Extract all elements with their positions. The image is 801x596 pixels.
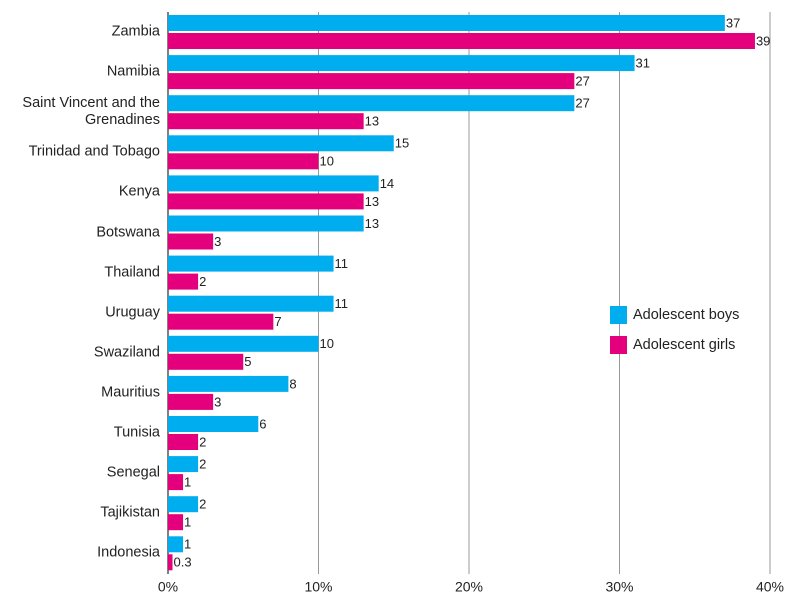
data-label: 39 xyxy=(756,33,770,48)
y-tick-label: Botswana xyxy=(96,224,160,240)
data-label: 27 xyxy=(575,74,589,89)
bar xyxy=(168,175,379,192)
data-label: 10 xyxy=(320,336,334,351)
x-tick-label: 30% xyxy=(605,579,633,595)
bar xyxy=(168,456,199,473)
data-label: 2 xyxy=(199,457,206,472)
legend-label: Adolescent girls xyxy=(633,337,735,353)
y-tick-label: Tunisia xyxy=(113,424,160,441)
data-label: 8 xyxy=(289,376,296,391)
legend-swatch xyxy=(610,306,627,324)
data-label: 11 xyxy=(335,296,349,311)
x-tick-label: 20% xyxy=(455,579,483,595)
bar xyxy=(168,416,259,432)
y-tick-label: Indonesia xyxy=(97,544,160,561)
data-label: 2 xyxy=(199,497,206,512)
y-tick-label: Trinidad and Tobago xyxy=(28,143,160,160)
bar xyxy=(168,353,244,370)
bar xyxy=(168,536,184,553)
data-label: 13 xyxy=(365,194,379,209)
data-label: 15 xyxy=(395,136,409,151)
bar xyxy=(168,514,184,531)
data-label: 13 xyxy=(365,216,379,231)
bar xyxy=(168,393,214,410)
bar xyxy=(168,434,199,450)
data-label: 14 xyxy=(380,176,394,191)
data-label: 7 xyxy=(274,314,281,329)
y-tick-label: Swaziland xyxy=(93,344,160,361)
bar xyxy=(168,335,319,352)
y-tick-label: Thailand xyxy=(104,264,160,281)
bar xyxy=(168,233,214,250)
bar xyxy=(168,113,364,130)
y-tick-label: Namibia xyxy=(106,63,160,80)
bar xyxy=(168,375,289,392)
data-label: 3 xyxy=(214,234,221,249)
data-label: 13 xyxy=(365,114,379,129)
bar xyxy=(168,15,725,31)
y-tick-label: Zambia xyxy=(111,23,160,40)
data-label: 1 xyxy=(184,515,191,530)
data-label: 6 xyxy=(259,416,266,431)
data-label: 11 xyxy=(335,256,349,271)
data-label: 31 xyxy=(636,56,650,71)
x-tick-label: 0% xyxy=(158,579,178,595)
data-label: 10 xyxy=(320,154,334,169)
legend-swatch xyxy=(610,336,627,354)
data-label: 1 xyxy=(184,537,191,552)
y-tick-label: Mauritius xyxy=(101,384,160,401)
data-label: 0.3 xyxy=(174,555,192,570)
bar xyxy=(168,496,199,513)
bar xyxy=(168,73,575,90)
bar xyxy=(168,193,364,210)
data-label: 2 xyxy=(199,434,206,449)
bar xyxy=(168,55,635,72)
y-tick-label: Senegal xyxy=(106,464,160,481)
bar xyxy=(168,33,755,49)
x-tick-label: 40% xyxy=(756,579,784,595)
x-tick-label: 10% xyxy=(304,579,332,595)
data-label: 3 xyxy=(214,394,221,409)
bar xyxy=(168,313,274,330)
bar xyxy=(168,135,394,152)
data-label: 37 xyxy=(726,15,740,30)
data-label: 2 xyxy=(199,274,206,289)
bar xyxy=(168,153,319,170)
bar xyxy=(168,554,173,571)
legend-label: Adolescent boys xyxy=(633,307,739,323)
bar xyxy=(168,215,364,232)
y-tick-label: Kenya xyxy=(118,183,160,200)
bar xyxy=(168,474,184,491)
y-tick-label: Saint Vincent and the Grenadines xyxy=(22,95,160,129)
y-tick-label: Uruguay xyxy=(105,304,160,321)
bar xyxy=(168,95,575,112)
data-label: 1 xyxy=(184,475,191,490)
data-label: 27 xyxy=(575,96,589,111)
y-tick-label: Tajikistan xyxy=(100,504,160,521)
bar xyxy=(168,255,334,272)
bar xyxy=(168,295,334,312)
data-label: 5 xyxy=(244,354,251,369)
bar xyxy=(168,273,199,290)
